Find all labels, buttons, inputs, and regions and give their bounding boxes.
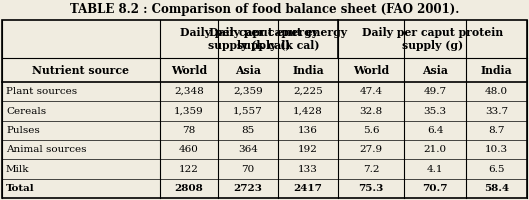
Text: Cereals: Cereals (6, 106, 46, 116)
Text: 5.6: 5.6 (363, 126, 379, 135)
Text: India: India (292, 64, 324, 75)
Text: 1,428: 1,428 (293, 106, 323, 116)
Text: Pulses: Pulses (6, 126, 40, 135)
Bar (2, 20, 527, 198)
Text: 6.5: 6.5 (488, 164, 505, 173)
Text: 8.7: 8.7 (488, 126, 505, 135)
Text: 460: 460 (179, 145, 199, 154)
Text: 364: 364 (238, 145, 258, 154)
Text: 2,359: 2,359 (233, 87, 263, 96)
Text: 2,348: 2,348 (174, 87, 204, 96)
Text: 70: 70 (241, 164, 254, 173)
Text: 4.1: 4.1 (427, 164, 443, 173)
Text: 78: 78 (183, 126, 196, 135)
Text: India: India (481, 64, 512, 75)
Text: 1,557: 1,557 (233, 106, 263, 116)
Text: 49.7: 49.7 (423, 87, 446, 96)
Text: 32.8: 32.8 (359, 106, 382, 116)
Text: 122: 122 (179, 164, 199, 173)
Text: TABLE 8.2 : Comparison of food balance sheet (FAO 2001).: TABLE 8.2 : Comparison of food balance s… (70, 3, 459, 17)
Text: World: World (171, 64, 207, 75)
Text: 7.2: 7.2 (363, 164, 379, 173)
Text: 70.7: 70.7 (422, 184, 448, 193)
Text: 2,225: 2,225 (293, 87, 323, 96)
Text: 2723: 2723 (234, 184, 262, 193)
Text: 48.0: 48.0 (485, 87, 508, 96)
Text: Asia: Asia (422, 64, 448, 75)
Text: World: World (353, 64, 389, 75)
Text: 33.7: 33.7 (485, 106, 508, 116)
Text: Plant sources: Plant sources (6, 87, 77, 96)
Text: 27.9: 27.9 (359, 145, 382, 154)
Text: Daily per caput energy
supply (k cal): Daily per caput energy supply (k cal) (180, 27, 318, 51)
Text: Total: Total (6, 184, 34, 193)
Text: 2417: 2417 (294, 184, 323, 193)
Text: 1,359: 1,359 (174, 106, 204, 116)
Text: 75.3: 75.3 (358, 184, 384, 193)
Text: 85: 85 (241, 126, 254, 135)
Text: Daily per caput protein
supply (g): Daily per caput protein supply (g) (362, 27, 503, 51)
Text: 21.0: 21.0 (423, 145, 446, 154)
Text: 10.3: 10.3 (485, 145, 508, 154)
Text: 136: 136 (298, 126, 318, 135)
Text: 133: 133 (298, 164, 318, 173)
Text: 2808: 2808 (175, 184, 203, 193)
Text: Milk: Milk (6, 164, 30, 173)
Text: 47.4: 47.4 (359, 87, 382, 96)
Text: 6.4: 6.4 (427, 126, 443, 135)
Text: 58.4: 58.4 (484, 184, 509, 193)
Text: Asia: Asia (235, 64, 261, 75)
Text: Nutrient source: Nutrient source (32, 64, 130, 75)
Text: 192: 192 (298, 145, 318, 154)
Text: Animal sources: Animal sources (6, 145, 87, 154)
Text: 35.3: 35.3 (423, 106, 446, 116)
Text: Daily per caput energy
supply (k cal): Daily per caput energy supply (k cal) (209, 27, 348, 51)
